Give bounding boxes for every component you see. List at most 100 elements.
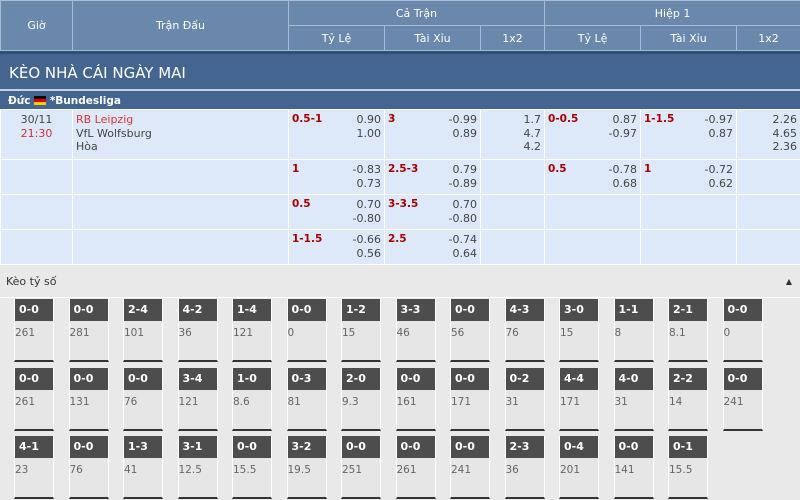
score-label: 2-4	[124, 299, 162, 321]
score-tile[interactable]: 0-0 76	[123, 367, 163, 431]
odds-cell[interactable]: 3-3.5 0.70 -0.80	[384, 194, 481, 230]
odds-1x2[interactable]: 2.26 4.65 2.36	[736, 109, 800, 160]
score-tile[interactable]: 0-0 251	[341, 436, 381, 499]
score-tile[interactable]: 0-0 261	[14, 367, 54, 431]
score-tile[interactable]: 0-3 81	[286, 367, 327, 431]
score-odds: 261	[15, 395, 36, 408]
score-odds: 12.5	[178, 464, 202, 476]
score-label: 4-2	[178, 299, 217, 321]
score-tile[interactable]: 0-0 161	[395, 367, 436, 431]
score-odds: 8.1	[669, 327, 686, 339]
line-value: 3	[388, 113, 396, 125]
score-tile[interactable]: 4-1 23	[14, 436, 54, 499]
score-label: 0-0	[124, 367, 162, 390]
score-tile[interactable]: 4-2 36	[177, 299, 218, 362]
score-tile[interactable]: 1-2 15	[341, 299, 381, 362]
line-value: 1	[292, 163, 300, 175]
score-label: 0-0	[396, 436, 435, 458]
score-label: 3-0	[560, 299, 598, 321]
league-row[interactable]: Đức *Bundesliga	[0, 89, 800, 109]
odds-1x2[interactable]	[480, 229, 545, 265]
score-tile[interactable]: 4-0 31	[613, 367, 654, 431]
score-tile[interactable]: 1-3 41	[123, 436, 163, 499]
score-tile[interactable]: 0-0 0	[286, 299, 327, 362]
line-value: 0-0.5	[548, 113, 579, 125]
score-tile[interactable]: 0-2 31	[504, 367, 545, 431]
odds-cell[interactable]: 0.5 0.70 -0.80	[288, 194, 385, 230]
odds-cell[interactable]: 1 -0.83 0.73	[288, 159, 385, 195]
col-hiep1: Hiệp 1	[544, 0, 800, 26]
score-label: 4-1	[15, 436, 53, 458]
score-tile[interactable]: 2-2 14	[668, 367, 708, 431]
score-tile[interactable]: 2-3 36	[504, 436, 545, 499]
col-h1-ty-le: Tỷ Lệ	[544, 25, 642, 51]
score-tile[interactable]: 0-0 15.5	[232, 436, 272, 499]
score-tile[interactable]: 4-4 171	[559, 367, 599, 431]
score-tile[interactable]: 0-0 141	[613, 436, 654, 499]
score-tile[interactable]: 0-0 241	[450, 436, 490, 499]
score-tile[interactable]: 0-0 261	[395, 436, 436, 499]
score-tile[interactable]: 3-2 19.5	[286, 436, 327, 499]
score-tile[interactable]: 2-1 8.1	[668, 299, 708, 362]
odds-cell[interactable]: 0-0.5 0.87 -0.97	[544, 109, 641, 160]
odds-1x2[interactable]	[736, 229, 800, 265]
score-odds: 36	[178, 327, 192, 339]
score-odds: 261	[15, 327, 36, 339]
odds-cell[interactable]: 1-1.5 -0.66 0.56	[288, 229, 385, 265]
score-tile[interactable]: 3-4 121	[177, 367, 218, 431]
score-label: 0-0	[614, 436, 653, 458]
score-odds: 31	[505, 395, 519, 408]
home-team[interactable]: RB Leipzig	[76, 113, 134, 126]
odds-cell[interactable]: 0.5-1 0.90 1.00	[288, 109, 385, 160]
score-tile[interactable]: 3-0 15	[559, 299, 599, 362]
triangle-up-icon[interactable]: ▲	[785, 277, 792, 286]
col-gio: Giờ	[0, 0, 73, 51]
odds-1x2[interactable]	[480, 194, 545, 230]
league-country: Đức	[8, 95, 31, 107]
score-tile[interactable]: 0-0 0	[722, 299, 763, 362]
odds-cell[interactable]: 2.5-3 0.79 -0.89	[384, 159, 481, 195]
odds-1x2[interactable]: 1.7 4.7 4.2	[480, 109, 545, 160]
line-value: 0.5	[548, 163, 567, 175]
score-label: 2-0	[342, 367, 380, 390]
score-odds: 76	[505, 327, 519, 339]
score-odds: 9.3	[342, 395, 359, 408]
score-tile[interactable]: 2-4 101	[123, 299, 163, 362]
score-tile[interactable]: 3-1 12.5	[177, 436, 218, 499]
score-tile[interactable]: 0-0 241	[722, 367, 763, 431]
score-label: 1-1	[614, 299, 653, 321]
correct-score-header[interactable]: Kèo tỷ số ▲	[0, 265, 800, 298]
score-tile[interactable]: 2-0 9.3	[341, 367, 381, 431]
score-tile[interactable]: 3-3 46	[395, 299, 436, 362]
match-time: 21:30	[20, 126, 53, 140]
odds-1x2[interactable]	[736, 194, 800, 230]
odds-cell[interactable]: 1 -0.72 0.62	[640, 159, 737, 195]
odds-cell[interactable]: 2.5 -0.74 0.64	[384, 229, 481, 265]
score-tile[interactable]: 0-4 201	[559, 436, 599, 499]
score-tile[interactable]: 0-1 15.5	[668, 436, 708, 499]
score-tile[interactable]: 0-0 131	[68, 367, 109, 431]
score-tile[interactable]: 0-0 171	[450, 367, 490, 431]
odds-1x2[interactable]	[480, 159, 545, 195]
score-tile[interactable]: 1-4 121	[232, 299, 272, 362]
line-value: 3-3.5	[388, 198, 419, 210]
score-tile[interactable]: 0-0 261	[14, 299, 54, 362]
odds-cell[interactable]: 0.5 -0.78 0.68	[544, 159, 641, 195]
score-label: 0-0	[15, 299, 53, 321]
score-odds: 171	[560, 395, 581, 408]
odds-cell[interactable]: 3 -0.99 0.89	[384, 109, 481, 160]
score-tile[interactable]: 0-0 56	[450, 299, 490, 362]
score-tile[interactable]: 1-1 8	[613, 299, 654, 362]
odds-cell[interactable]: 1-1.5 -0.97 0.87	[640, 109, 737, 160]
score-tile[interactable]: 1-0 8.6	[232, 367, 272, 431]
odds-1x2[interactable]	[736, 159, 800, 195]
score-label: 1-3	[124, 436, 162, 458]
score-label: 2-1	[669, 299, 707, 321]
score-tile[interactable]: 4-3 76	[504, 299, 545, 362]
score-tile[interactable]: 0-0 76	[68, 436, 109, 499]
score-odds: 8.6	[233, 395, 250, 408]
score-tile[interactable]: 0-0 281	[68, 299, 109, 362]
away-team[interactable]: VfL Wolfsburg	[76, 126, 152, 140]
score-label: 0-0	[396, 367, 435, 390]
score-label: 3-3	[396, 299, 435, 321]
